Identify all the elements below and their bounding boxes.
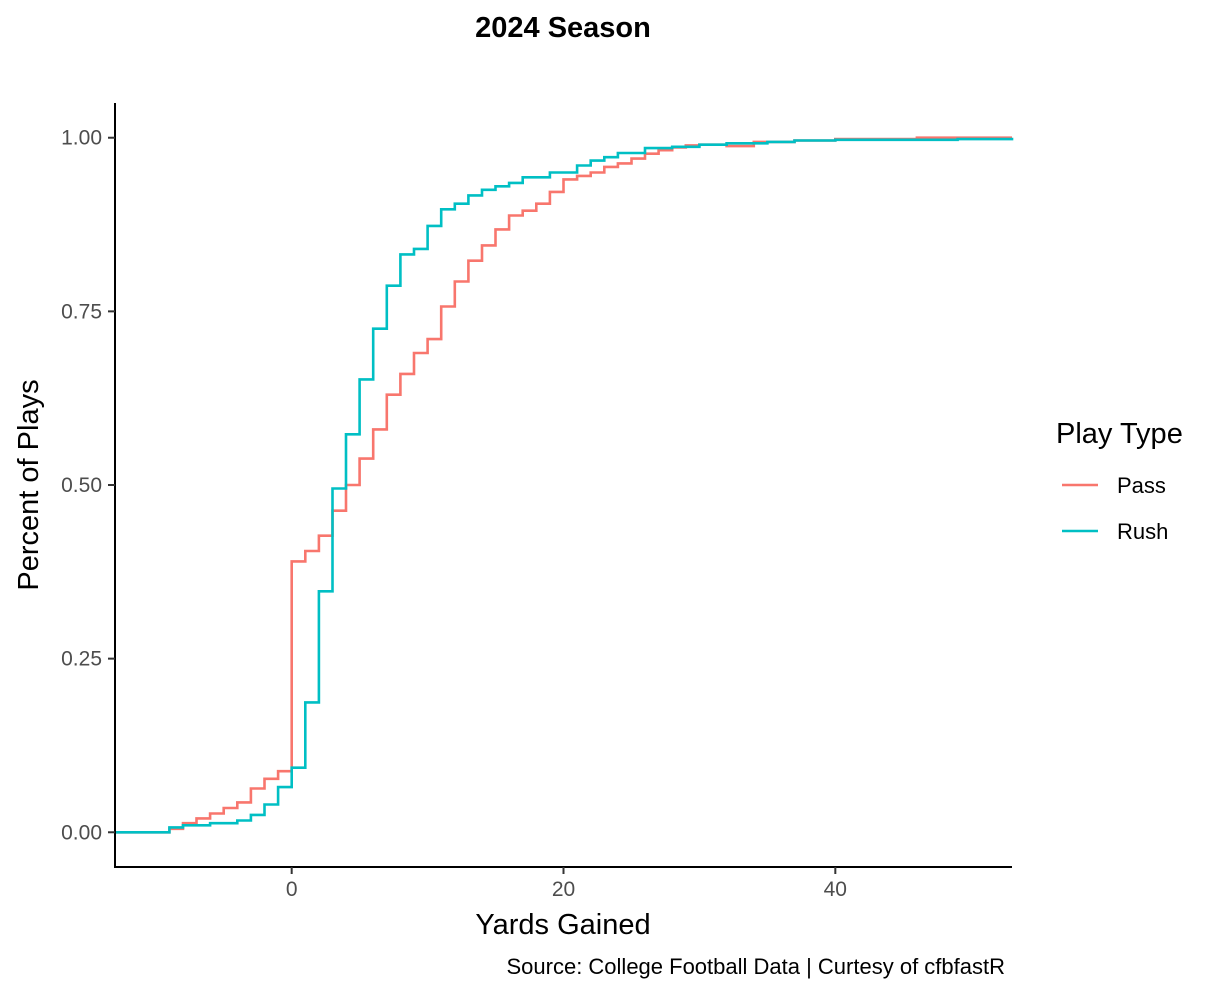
y-axis-title: Percent of Plays [13, 379, 45, 590]
legend: Play Type Pass Rush [1056, 418, 1183, 544]
legend-label-pass: Pass [1117, 473, 1166, 498]
legend-label-rush: Rush [1117, 519, 1168, 544]
y-ticks: 0.00 0.25 0.50 0.75 1.00 [61, 127, 115, 844]
series-pass-line [115, 136, 1012, 834]
x-tick-label: 40 [824, 878, 847, 901]
x-axis-title: Yards Gained [475, 909, 650, 941]
x-tick-label: 0 [286, 878, 298, 901]
y-tick-label: 0.50 [61, 474, 102, 497]
x-tick-label: 20 [552, 878, 575, 901]
series-rush-line [115, 137, 1014, 834]
plot-area [115, 136, 1014, 834]
y-tick-label: 0.00 [61, 821, 102, 844]
legend-title: Play Type [1056, 418, 1183, 450]
y-tick-label: 0.25 [61, 648, 102, 671]
x-ticks: 0 20 40 [286, 867, 847, 901]
chart-title: 2024 Season [475, 12, 651, 44]
y-tick-label: 1.00 [61, 127, 102, 150]
caption: Source: College Football Data | Curtesy … [506, 954, 1005, 979]
legend-items: Pass Rush [1062, 473, 1168, 544]
y-tick-label: 0.75 [61, 300, 102, 323]
